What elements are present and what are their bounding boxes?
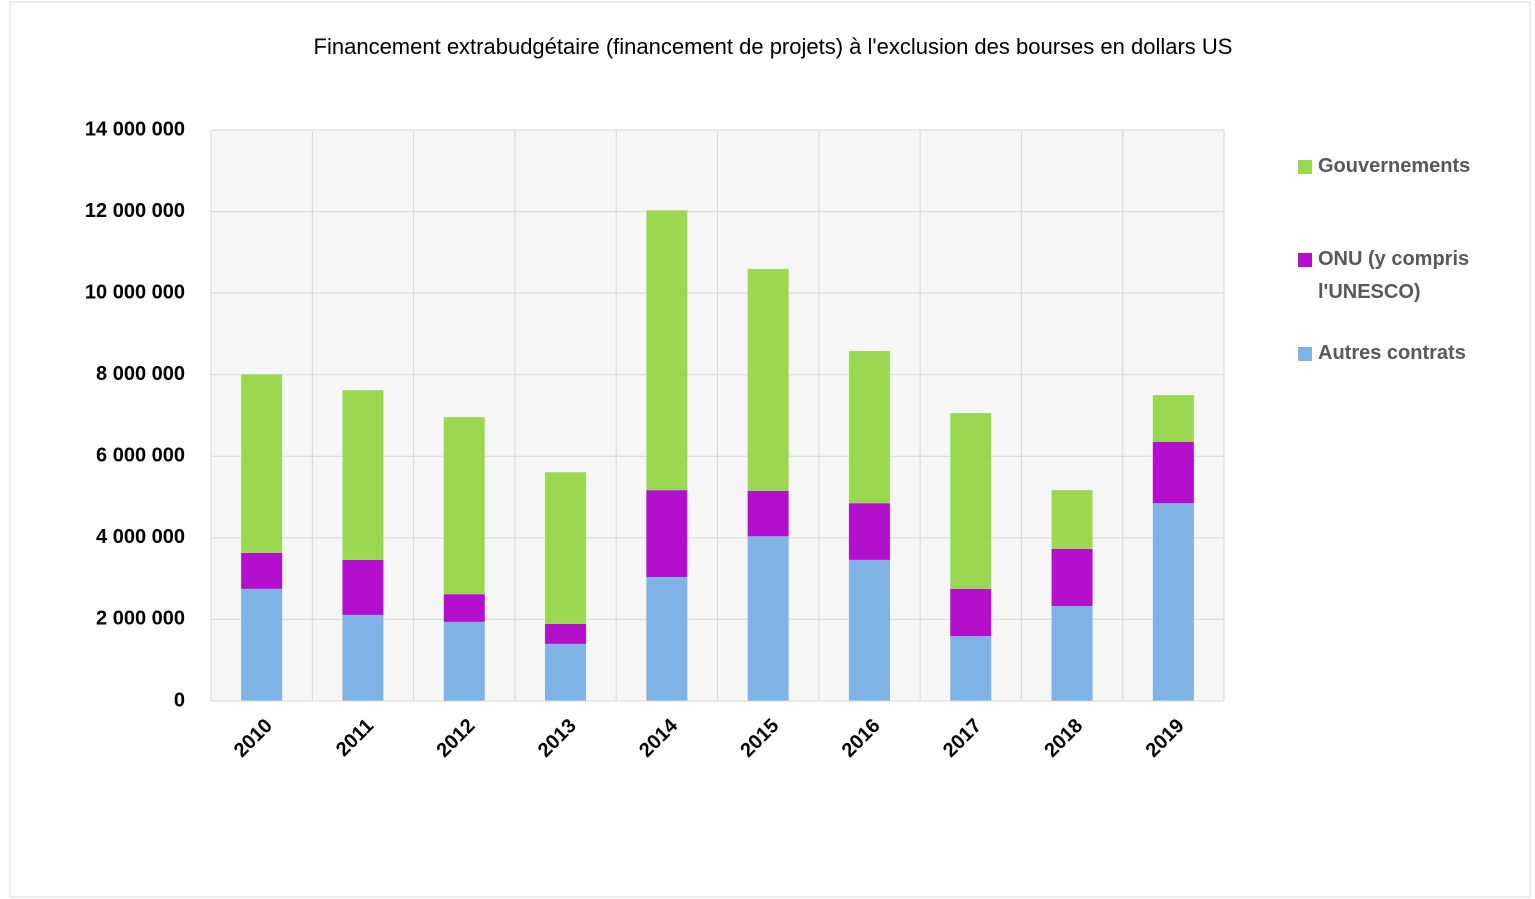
bar-segment [241, 374, 283, 553]
legend-label: Gouvernements [1318, 155, 1471, 177]
x-tick-label: 2011 [332, 715, 378, 761]
bar-segment [646, 577, 688, 701]
bar-segment [1051, 490, 1093, 549]
bar-segment [747, 536, 789, 701]
bar-segment [1051, 605, 1093, 701]
legend-item: ONU (y compris l'UNESCO) [1298, 243, 1498, 309]
bar-segment [646, 490, 688, 578]
bar-segment [848, 503, 890, 560]
bar-segment [545, 623, 587, 644]
legend-item: Autres contrats [1298, 337, 1498, 370]
bar-segment [342, 559, 384, 615]
bar-segment [1152, 395, 1194, 443]
y-tick-label: 0 [174, 689, 185, 711]
bar-segment [1152, 503, 1194, 701]
legend-label: ONU (y compris l'UNESCO) [1318, 248, 1470, 303]
bar-segment [342, 390, 384, 560]
bar-segment [545, 643, 587, 701]
x-tick-label: 2014 [635, 714, 683, 762]
x-tick-label: 2012 [432, 715, 479, 762]
y-tick-label: 12 000 000 [85, 200, 185, 222]
y-tick-label: 4 000 000 [96, 526, 185, 548]
chart-title: Financement extrabudgétaire (financement… [314, 34, 1233, 59]
bar-segment [443, 594, 485, 622]
bar-segment [950, 413, 992, 589]
bar-segment [1051, 548, 1093, 606]
x-tick-label: 2010 [230, 715, 277, 762]
y-tick-label: 8 000 000 [96, 363, 185, 385]
bar-segment [443, 621, 485, 701]
y-tick-label: 2 000 000 [96, 608, 185, 630]
bar-segment [241, 552, 283, 589]
bar-segment [241, 588, 283, 701]
bar-segment [950, 588, 992, 637]
legend-item: Gouvernements [1298, 150, 1498, 183]
legend-swatch [1298, 160, 1312, 174]
chart-frame [9, 1, 1531, 898]
bar-segment [848, 559, 890, 701]
legend-swatch [1298, 347, 1312, 361]
x-tick-label: 2019 [1142, 715, 1189, 762]
bar-segment [1152, 442, 1194, 504]
y-tick-label: 6 000 000 [96, 445, 185, 467]
bar-segment [342, 614, 384, 701]
bar-segment [545, 472, 587, 624]
bar-segment [950, 636, 992, 701]
bar-segment [747, 490, 789, 537]
x-tick-label: 2017 [939, 715, 986, 762]
bar-segment [443, 417, 485, 595]
x-tick-label: 2016 [838, 715, 885, 762]
x-tick-label: 2015 [736, 715, 783, 762]
y-tick-label: 14 000 000 [85, 118, 185, 140]
bar-segment [747, 269, 789, 491]
x-tick-label: 2013 [534, 715, 581, 762]
y-tick-label: 10 000 000 [85, 281, 185, 303]
legend-swatch [1298, 253, 1312, 267]
legend-label: Autres contrats [1318, 342, 1466, 364]
x-tick-label: 2018 [1040, 715, 1087, 762]
bar-segment [848, 351, 890, 504]
bar-segment [646, 210, 688, 491]
